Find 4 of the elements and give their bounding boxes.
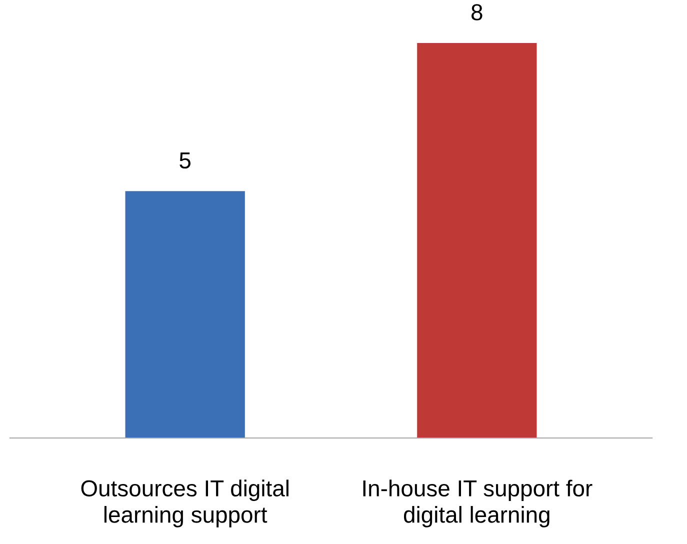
x-tick-label: Outsources IT digital learning support	[81, 480, 288, 528]
data-label: 5	[180, 152, 191, 169]
data-label: 8	[472, 4, 482, 20]
x-tick-label: In-house IT support for digital learning	[363, 480, 592, 528]
